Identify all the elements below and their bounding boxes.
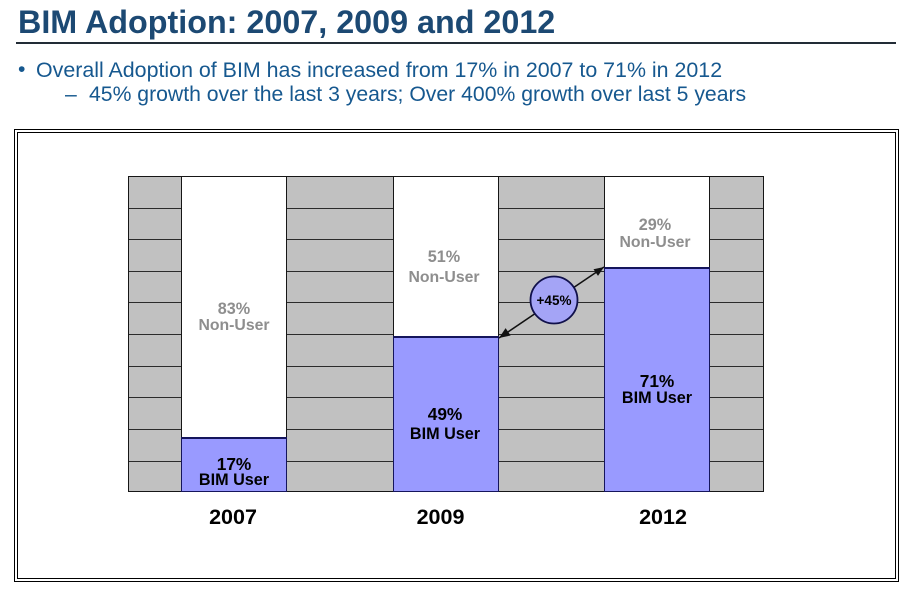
svg-text:+45%: +45% xyxy=(537,293,572,308)
